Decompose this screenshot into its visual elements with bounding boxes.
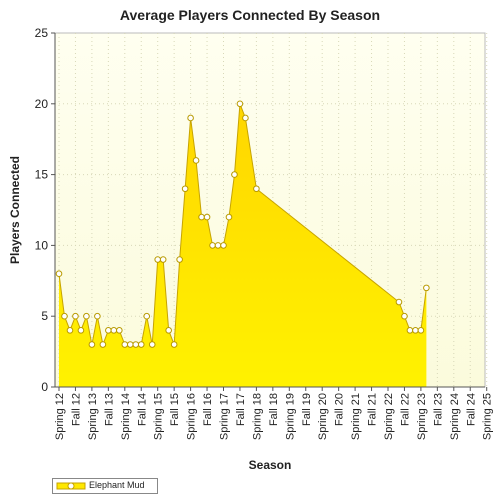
legend-swatch: [56, 482, 86, 490]
data-point-20: [165, 327, 172, 334]
data-point-39: [412, 327, 419, 334]
x-tick-label-26: Spring 25: [482, 393, 494, 440]
x-tick-label-5: Fall 14: [136, 393, 148, 426]
x-tick-layer: Spring 12 Fall 12 Spring 13 Fall 13 Spring 1…: [54, 387, 494, 440]
axis-layer: [54, 33, 485, 388]
data-point-11: [116, 327, 123, 334]
marker-layer: [55, 100, 430, 348]
x-tick-label-11: Fall 17: [235, 393, 247, 426]
data-point-8: [99, 341, 107, 348]
data-point-27: [203, 213, 211, 221]
x-tick-label-25: Fall 24: [465, 393, 477, 426]
x-tick-label-7: Fall 15: [169, 393, 181, 426]
data-point-31: [225, 213, 233, 221]
x-tick-label-22: Spring 23: [416, 393, 428, 440]
legend-label-elephant-mud: Elephant Mud: [89, 480, 145, 490]
data-point-21: [170, 341, 178, 348]
series-line-elephant-mud: [58, 103, 427, 347]
x-tick-label-3: Fall 13: [103, 393, 115, 426]
x-tick-label-10: Spring 17: [219, 393, 231, 440]
x-tick-label-21: Fall 22: [399, 393, 411, 426]
x-tick-label-23: Fall 23: [432, 393, 444, 426]
data-point-10: [110, 327, 118, 334]
x-tick-label-18: Spring 21: [350, 393, 362, 440]
data-point-5: [83, 312, 90, 320]
data-point-30: [220, 242, 227, 249]
data-point-7: [94, 312, 101, 320]
data-point-17: [148, 341, 156, 348]
data-point-18: [154, 256, 161, 263]
data-point-6: [88, 341, 96, 348]
x-tick-label-14: Spring 19: [284, 393, 296, 440]
y-tick-label-0: 0: [41, 380, 48, 394]
y-tick-layer: 0 5 10 15 20 25: [35, 26, 55, 394]
data-point-25: [192, 157, 200, 164]
y-tick-label-3: 15: [35, 168, 49, 182]
data-point-14: [132, 341, 140, 348]
x-tick-label-12: Spring 18: [251, 393, 263, 440]
data-point-9: [105, 327, 112, 334]
x-tick-label-1: Fall 12: [70, 393, 82, 426]
data-point-22: [176, 256, 183, 263]
data-point-12: [121, 341, 129, 348]
data-point-35: [253, 185, 260, 193]
x-tick-label-0: Spring 12: [54, 393, 66, 440]
x-tick-label-20: Spring 22: [383, 393, 395, 440]
data-point-26: [198, 213, 205, 221]
x-axis-label: Season: [248, 458, 292, 472]
y-tick-label-5: 25: [35, 26, 49, 40]
x-tick-label-24: Spring 24: [449, 393, 461, 440]
data-point-13: [126, 341, 134, 348]
x-tick-label-16: Spring 20: [317, 393, 329, 440]
data-point-23: [181, 185, 189, 193]
y-tick-label-1: 5: [41, 309, 48, 323]
x-tick-label-6: Spring 15: [153, 393, 165, 440]
data-point-3: [72, 312, 79, 320]
data-point-1: [61, 312, 68, 320]
data-point-40: [417, 327, 425, 334]
series-area-elephant-mud: [59, 103, 427, 388]
data-point-32: [231, 171, 238, 178]
data-point-16: [143, 312, 151, 320]
data-point-2: [66, 327, 74, 334]
chart-title: Average Players Connected By Season: [119, 7, 381, 23]
x-tick-label-8: Spring 16: [186, 393, 198, 440]
data-point-19: [159, 256, 167, 263]
data-point-29: [214, 242, 222, 249]
x-tick-label-19: Fall 21: [367, 393, 379, 426]
x-tick-label-2: Spring 13: [87, 393, 99, 440]
x-tick-label-9: Fall 16: [202, 393, 214, 426]
data-point-33: [236, 100, 244, 108]
x-tick-label-17: Fall 20: [334, 393, 346, 426]
x-tick-label-13: Fall 18: [268, 393, 280, 426]
data-point-15: [137, 341, 145, 348]
data-point-38: [406, 327, 414, 334]
y-tick-label-2: 10: [35, 238, 49, 252]
x-tick-label-15: Fall 19: [301, 393, 313, 426]
data-point-36: [395, 298, 403, 306]
data-point-28: [209, 242, 216, 249]
data-point-34: [242, 114, 249, 122]
grid-layer: [55, 33, 488, 387]
data-point-37: [401, 312, 408, 320]
x-tick-label-4: Spring 14: [120, 393, 132, 440]
y-tick-label-4: 20: [35, 97, 49, 111]
data-point-41: [423, 284, 430, 292]
data-point-0: [55, 270, 63, 278]
legend: Elephant Mud: [52, 478, 158, 494]
data-point-24: [187, 114, 194, 122]
data-point-4: [77, 327, 85, 334]
